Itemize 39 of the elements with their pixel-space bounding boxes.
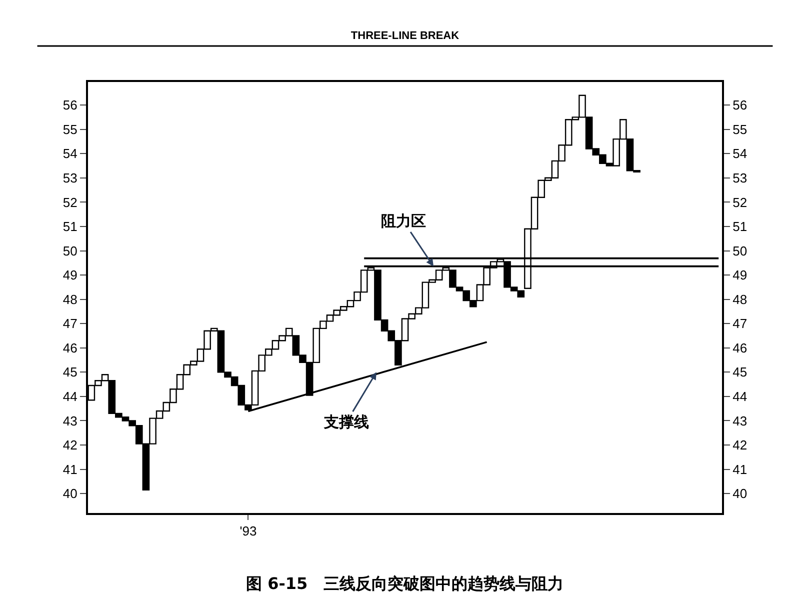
y2-tick-label: 42 <box>732 438 748 453</box>
y-tick-label: 48 <box>62 292 78 307</box>
y-tick-label: 42 <box>62 438 78 453</box>
y2-tick-label: 44 <box>732 389 748 404</box>
y-tick-label: 41 <box>62 462 78 477</box>
y-tick-label: 46 <box>62 340 78 356</box>
y-tick-label: 50 <box>62 243 78 258</box>
y2-tick-label: 43 <box>732 413 748 428</box>
y2-tick-label: 41 <box>732 462 748 477</box>
y2-tick-label: 40 <box>732 486 748 502</box>
chart-title: THREE-LINE BREAK <box>350 30 460 42</box>
annotation: 阻力区 <box>381 212 426 230</box>
annotation: 支撑线 <box>323 413 369 431</box>
x-tick-label: '93 <box>240 524 257 539</box>
y2-tick-label: 51 <box>732 219 748 234</box>
y-tick-label: 54 <box>62 146 78 162</box>
y-tick-label: 47 <box>62 316 78 332</box>
y2-tick-label: 46 <box>732 340 748 356</box>
y-tick-label: 44 <box>62 389 78 404</box>
y2-tick-label: 49 <box>732 268 748 283</box>
y2-tick-label: 47 <box>732 316 748 332</box>
y-tick-label: 43 <box>62 413 78 428</box>
caption: 图 6-15 三线反向突破图中的趋势线与阻力 <box>246 574 564 593</box>
y-tick-label: 45 <box>62 364 78 380</box>
y-tick-label: 52 <box>62 194 78 210</box>
y-tick-label: 55 <box>62 122 78 137</box>
y2-tick-label: 52 <box>732 194 748 210</box>
y-tick-label: 53 <box>62 170 78 186</box>
y2-tick-label: 50 <box>732 243 748 258</box>
y-tick-label: 49 <box>62 268 78 283</box>
y2-tick-label: 53 <box>732 170 748 186</box>
y2-tick-label: 55 <box>732 122 748 137</box>
y2-tick-label: 56 <box>732 98 748 113</box>
y-tick-label: 51 <box>62 219 78 234</box>
y-tick-label: 56 <box>62 98 78 113</box>
y2-tick-label: 48 <box>732 292 748 307</box>
y2-tick-label: 54 <box>732 146 748 162</box>
y2-tick-label: 45 <box>732 364 748 380</box>
y-tick-label: 40 <box>62 486 78 502</box>
